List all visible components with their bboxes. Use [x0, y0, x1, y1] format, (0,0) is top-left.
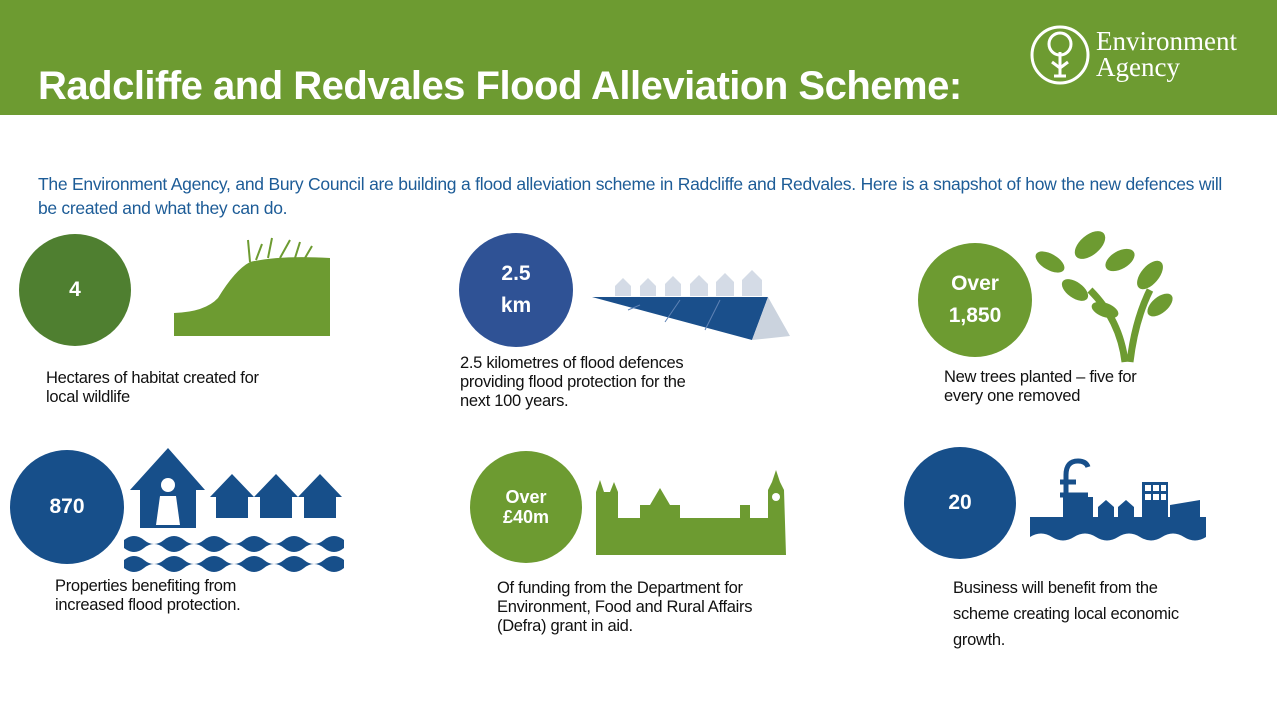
stat-circle: 870 [10, 450, 124, 564]
habitat-icon [174, 257, 330, 336]
description-line: New trees planted – five for [944, 368, 1137, 386]
stat-description: Hectares of habitat created for local wil… [46, 369, 259, 407]
description-line: Properties benefiting from [55, 577, 237, 595]
stat-circle: 2.5 km [459, 233, 573, 347]
stat-description: Business will benefit from the scheme cre… [953, 575, 1179, 653]
stat-circle: 20 [904, 447, 1016, 559]
stat-description: 2.5 kilometres of flood defences providin… [460, 354, 686, 411]
description-line: next 100 years. [460, 392, 569, 410]
stat-value: 4 [69, 278, 81, 301]
tree-icon [1035, 231, 1173, 363]
stat-description: New trees planted – five for every one re… [944, 368, 1137, 406]
stat-value: 2.5 [501, 262, 531, 285]
description-line: (Defra) grant in aid. [497, 617, 633, 635]
description-line: Environment, Food and Rural Affairs [497, 598, 753, 616]
business-icon [1030, 458, 1206, 541]
stat-circle: Over £40m [470, 451, 582, 563]
parliament-icon [596, 470, 786, 555]
description-line: Business will benefit from the [953, 579, 1158, 597]
stat-value: km [500, 294, 532, 317]
description-line: providing flood protection for the [460, 373, 686, 391]
property-icon [124, 448, 344, 572]
stat-value: 20 [948, 491, 972, 514]
description-line: growth. [953, 631, 1006, 649]
description-line: Hectares of habitat created for [46, 369, 259, 387]
stat-circle: Over 1,850 [918, 243, 1032, 357]
stat-value: £40m [502, 507, 550, 527]
intro: The Environment Agency, and Bury Council… [38, 174, 1222, 218]
logo-text: Environment [1096, 26, 1237, 56]
stat-value: 870 [49, 495, 85, 518]
stat-value: Over [951, 272, 999, 295]
description-line: increased flood protection. [55, 596, 241, 614]
logo-icon [1030, 25, 1090, 85]
stat-value: 1,850 [948, 304, 1002, 327]
stat-value: Over [505, 487, 547, 507]
defence-icon [592, 270, 790, 340]
stat-circle: 4 [19, 234, 131, 346]
description-line: every one removed [944, 387, 1081, 405]
stat-description: Properties benefiting from increased floo… [55, 577, 241, 615]
description-line: scheme creating local economic [953, 605, 1179, 623]
description-line: local wildlife [46, 388, 130, 406]
header-band [0, 0, 1277, 115]
description-line: Of funding from the Department for [497, 579, 743, 597]
description-line: 2.5 kilometres of flood defences [460, 354, 684, 372]
stat-description: Of funding from the Department for Enviro… [497, 579, 752, 636]
title: Radcliffe and Redvales Flood Alleviation… [38, 64, 962, 108]
logo: Environment Agency [1030, 22, 1260, 92]
logo-text: Agency [1096, 52, 1180, 82]
